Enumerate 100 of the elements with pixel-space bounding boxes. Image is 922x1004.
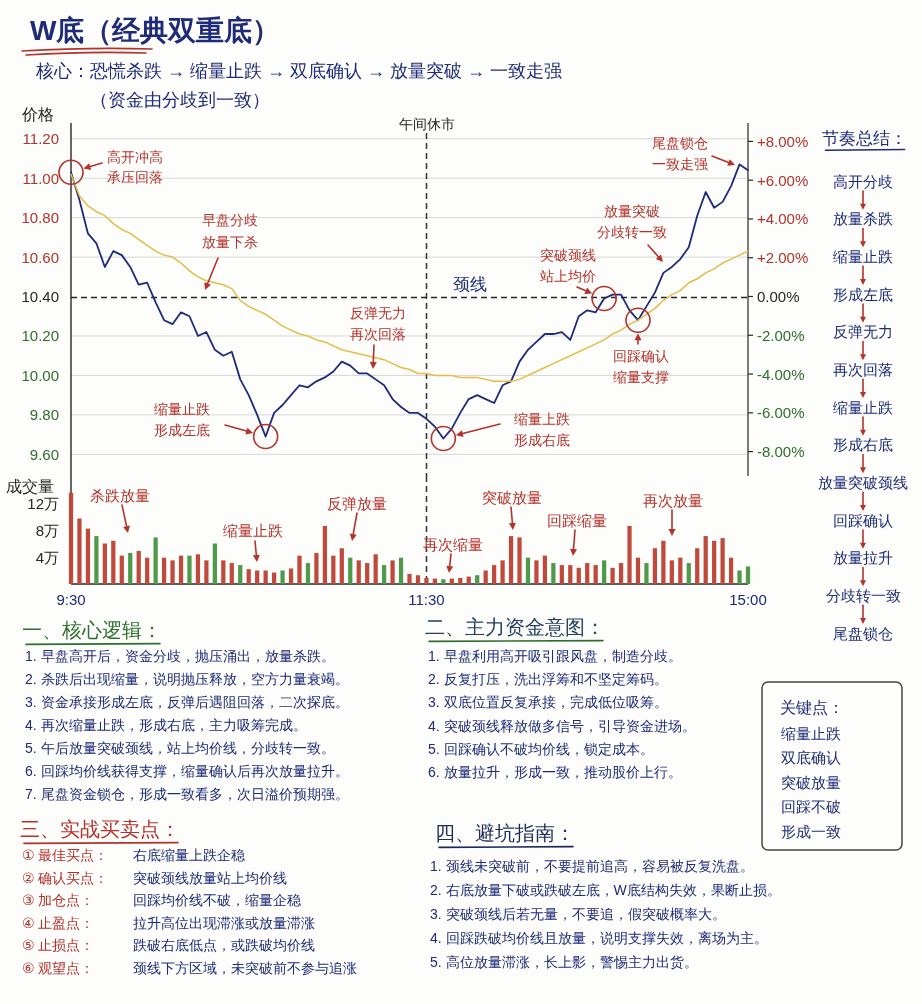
annotation: 形成左底 [154,422,210,438]
text: 1. 早盘利用高开吸引跟风盘，制造分歧。 [428,648,682,664]
y-tick-label: 10.00 [21,366,59,384]
y2-tick-label: +4.00% [757,210,809,228]
text: ④ 止盈点： [22,914,95,931]
text: 7. 尾盘资金锁仓，形成一致看多，次日溢价预期强。 [25,786,349,802]
x-tick-label: 11:30 [408,590,445,608]
annotation: 站上均价 [540,268,596,284]
y-tick-label: 10.80 [21,209,59,227]
y-tick-label: 11.20 [22,130,59,148]
text: 节奏总结： [821,128,907,148]
text: 形成右底 [833,436,893,454]
text: 拉升高位出现滞涨或放量滞涨 [133,914,315,931]
annotation: 缩量止跌 [223,521,283,539]
y2-tick-label: +8.00% [757,132,809,150]
y-tick-label: 10.60 [21,248,59,266]
text: 缩量止跌 [781,724,841,742]
annotation: 一致走强 [652,156,708,172]
text: 形成一致 [781,822,841,840]
text: 右底缩量上跌企稳 [133,847,245,863]
y-axis-title: 价格 [21,105,54,123]
text: 3. 双底位置反复承接，完成低位吸筹。 [428,694,668,711]
text: 突破颈线放量站上均价线 [133,869,287,886]
annotation: 突破颈线 [540,247,596,263]
text: 4. 突破颈线释放做多信号，引导资金进场。 [428,717,696,734]
text: 缩量止跌 [833,398,893,416]
annotation: 缩量止跌 [154,401,210,417]
text: 3. 资金承接形成左底，反弹后遇阻回落，二次探底。 [25,694,349,710]
y2-tick-label: +6.00% [757,171,809,189]
text: ⑥ 观望点： [22,960,95,976]
y-tick-label: 12万 [27,494,59,512]
ref-line-label: 颈线 [453,275,488,294]
text: 缩量止跌 [833,247,893,265]
text: 5. 回踩确认不破均价线，锁定成本。 [428,740,654,757]
text: 放量杀跌 [833,210,893,228]
text: 回踩确认 [833,511,893,529]
y-tick-label: 11.00 [22,169,59,187]
annotation: 突破放量 [482,488,542,506]
y2-tick-label: -6.00% [757,404,805,422]
y-tick-label: 8万 [35,521,59,539]
y-tick-label: 10.20 [21,327,59,345]
text: 6. 回踩均价线获得支撑，缩量确认后再次放量拉升。 [25,763,349,779]
chart-title: W底（经典双重底） [30,14,281,46]
y2-tick-label: -4.00% [757,365,805,383]
text: 回踩均价线不破，缩量企稳 [133,892,301,909]
annotation: 形成右底 [514,432,570,448]
text: ② 确认买点： [22,869,109,886]
annotation: 分歧转一致 [597,224,667,240]
text: 1. 早盘高开后，资金分歧，抛压涌出，放量杀跌。 [25,648,335,664]
y-axis-title: 成交量 [6,477,54,495]
annotation: 放量突破 [604,203,660,219]
annotation: 缩量支撑 [613,369,669,385]
text: 2. 反复打压，洗出浮筹和不坚定筹码。 [428,671,668,688]
text: ① 最佳买点： [22,847,109,863]
text: 2. 杀跌后出现缩量，说明抛压释放，空方力量衰竭。 [25,671,349,687]
annotation: 再次回落 [350,326,406,342]
text: 三、实战买卖点： [20,818,180,840]
annotation: 尾盘锁仓 [652,135,708,151]
annotation: 承压回落 [107,169,163,185]
text: 四、避坑指南： [435,822,575,844]
text: 6. 放量拉升，形成一致，推动股价上行。 [428,764,682,780]
annotation: 反弹放量 [327,494,387,512]
annotation: 再次放量 [643,491,703,509]
text: 5. 高位放量滞涨，长上影，警惕主力出货。 [430,954,698,970]
text: 跌破右底低点，或跌破均价线 [133,937,315,954]
text: 反弹无力 [833,323,893,341]
text: 关键点： [780,698,844,716]
text: （资金由分歧到一致） [90,90,270,110]
y-tick-label: 10.40 [21,288,59,306]
text: 4. 回踩跌破均价线且放量，说明支撑失效，离场为主。 [430,930,768,946]
annotation: 缩量上跌 [514,411,570,427]
x-tick-label: 9:30 [56,590,86,608]
text: 1. 颈线未突破前，不要提前追高，容易被反复洗盘。 [430,858,754,874]
annotation: 杀跌放量 [90,486,150,504]
chart-subtitle: 核心：恐慌杀跌 → 缩量止跌 → 双底确认 → 放量突破 → 一致走强 [35,61,563,81]
text: 二、主力资金意图： [425,616,605,638]
text: 一、核心逻辑： [22,619,162,641]
text: 3. 突破颈线后若无量，不要追，假突破概率大。 [430,906,726,922]
annotation: 早盘分歧 [202,212,258,228]
y-tick-label: 4万 [35,548,59,566]
y2-tick-label: +2.00% [757,249,809,267]
annotation: 反弹无力 [350,305,406,321]
text: 尾盘锁仓 [833,624,893,642]
text: 高开分歧 [833,172,893,190]
y2-tick-label: 0.00% [757,288,800,305]
text: 2. 右底放量下破或跌破左底，W底结构失效，果断止损。 [430,882,781,898]
text: 颈线下方区域，未突破前不参与追涨 [133,960,357,976]
text: 回踩不破 [781,798,841,815]
text: 突破放量 [781,773,841,791]
text: 形成左底 [833,285,893,303]
text: 4. 再次缩量止跌，形成右底，主力吸筹完成。 [25,717,307,733]
y-tick-label: 9.80 [29,406,59,424]
ref-line-label: 午间休市 [398,116,455,132]
y2-tick-label: -8.00% [757,443,805,461]
text: 双底确认 [781,749,841,766]
annotation: 放量下杀 [202,234,258,250]
text: 放量突破颈线 [818,473,908,491]
annotation: 高开冲高 [107,149,163,165]
annotation: 回踩确认 [613,348,669,364]
text: 5. 午后放量突破颈线，站上均价线，分歧转一致。 [25,740,335,756]
